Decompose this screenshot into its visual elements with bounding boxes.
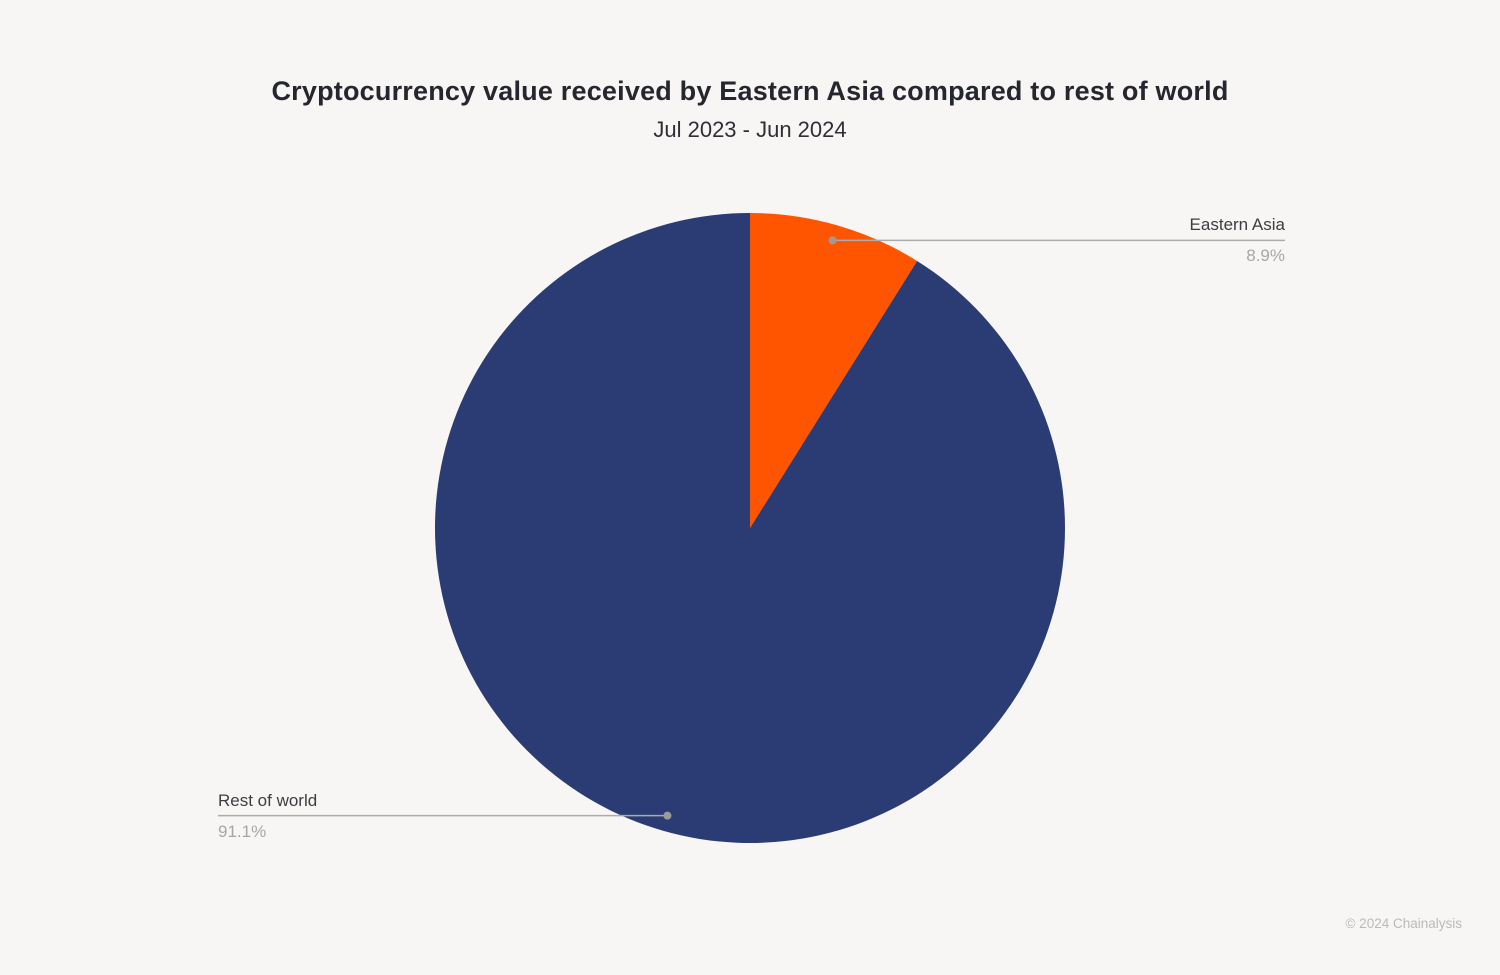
slice-label-name: Eastern Asia	[1189, 215, 1285, 235]
pie-slice-rest-of-world[interactable]	[435, 213, 1066, 844]
slice-label-name: Rest of world	[218, 790, 318, 810]
slice-label-eastern-asia: Eastern Asia 8.9%	[1190, 214, 1285, 267]
slice-label-percent: 91.1%	[218, 821, 267, 841]
slice-label-percent: 8.9%	[1246, 246, 1285, 266]
pie-slice-eastern-asia[interactable]	[750, 212, 918, 528]
chart-subtitle: Jul 2023 - Jun 2024	[653, 117, 847, 142]
leader-dot-eastern-asia	[828, 236, 837, 245]
copyright-note: © 2024 Chainalysis	[1345, 916, 1462, 931]
chart-title: Cryptocurrency value received by Eastern…	[271, 76, 1229, 106]
leader-dot-rest-of-world	[663, 811, 672, 820]
slice-label-rest-of-world: Rest of world 91.1%	[218, 790, 317, 843]
